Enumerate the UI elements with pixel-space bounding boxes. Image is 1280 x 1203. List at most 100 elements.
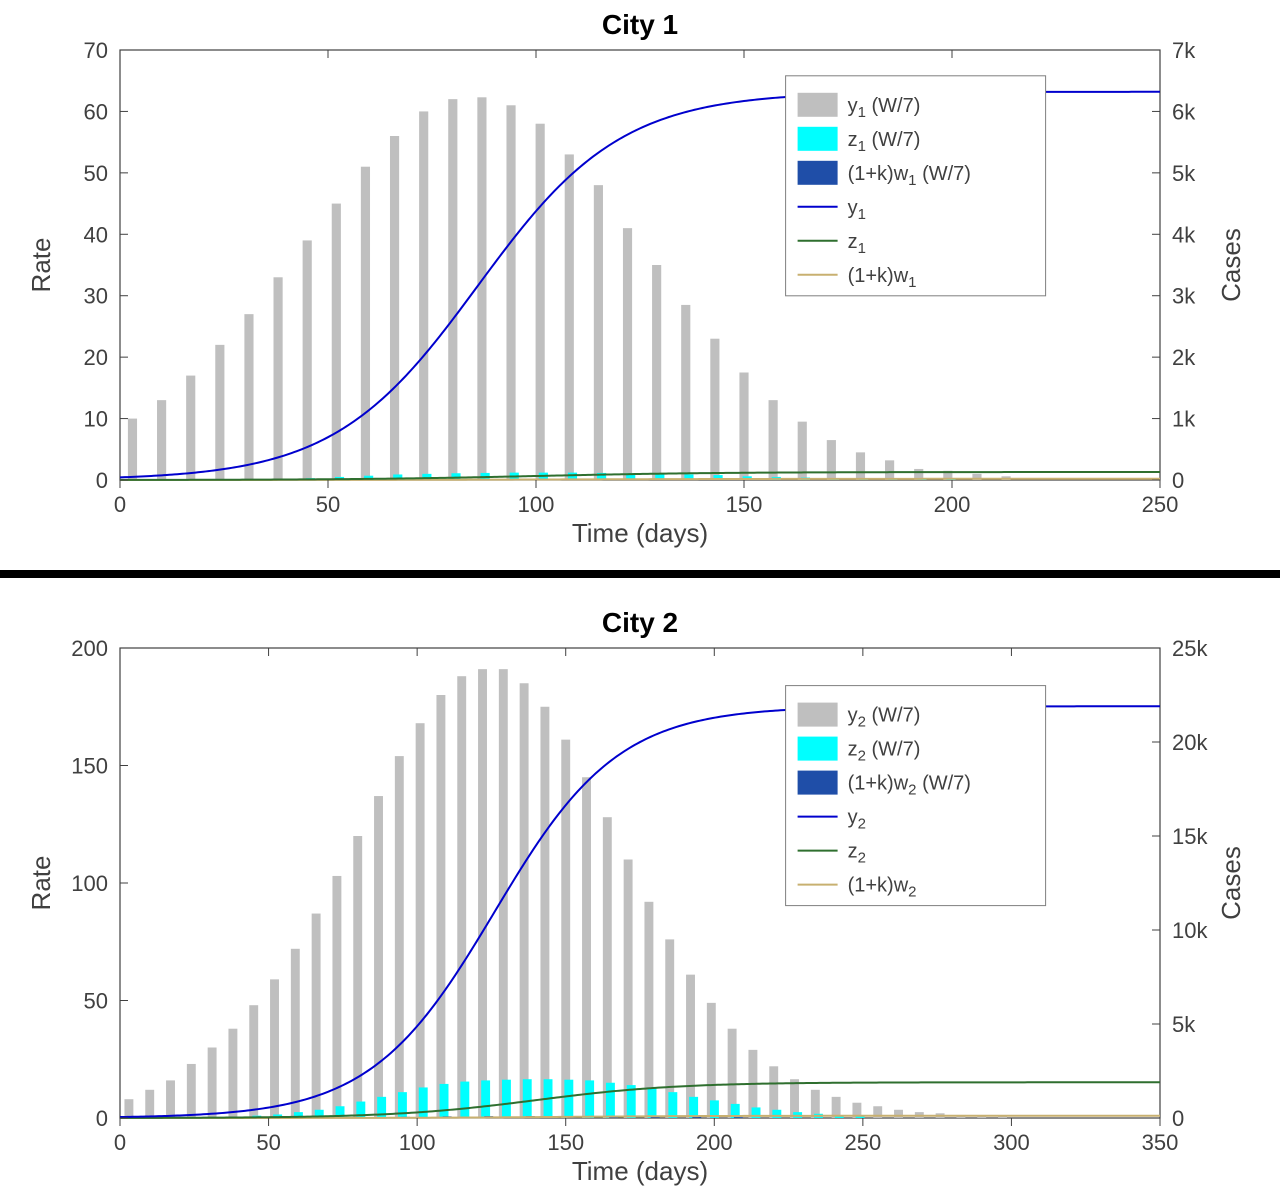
bar — [374, 796, 383, 1118]
bar — [885, 460, 894, 480]
ytick-left-label: 200 — [71, 636, 108, 661]
bar — [274, 277, 283, 480]
bar — [395, 756, 404, 1118]
bar — [624, 860, 633, 1119]
ytick-right-label: 4k — [1172, 222, 1196, 247]
ytick-right-label: 1k — [1172, 407, 1196, 432]
bar — [303, 240, 312, 480]
xtick-label: 50 — [316, 492, 340, 517]
city1-chart-svg: 05010015020025001020304050607001k2k3k4k5… — [0, 0, 1280, 560]
bar — [215, 345, 224, 480]
bar — [332, 876, 341, 1118]
ytick-right-label: 3k — [1172, 284, 1196, 309]
bar — [506, 105, 515, 480]
bar — [739, 373, 748, 481]
legend-swatch — [798, 93, 838, 117]
bar — [157, 400, 166, 480]
bar — [332, 204, 341, 480]
legend-swatch — [798, 771, 838, 795]
xtick-label: 250 — [844, 1130, 881, 1155]
bar — [128, 419, 137, 480]
bar — [419, 111, 428, 480]
bar — [145, 1090, 154, 1118]
ytick-right-label: 0 — [1172, 468, 1184, 493]
legend-swatch — [798, 161, 838, 185]
chart-title: City 1 — [602, 9, 678, 40]
xtick-label: 150 — [726, 492, 763, 517]
ytick-right-label: 10k — [1172, 918, 1208, 943]
ytick-left-label: 50 — [84, 989, 108, 1014]
bar — [565, 154, 574, 480]
bar — [856, 452, 865, 480]
legend: y1 (W/7)z1 (W/7)(1+k)w1 (W/7)y1z1(1+k)w1 — [786, 76, 1046, 296]
bar — [582, 777, 591, 1118]
xtick-label: 200 — [934, 492, 971, 517]
ytick-right-label: 25k — [1172, 636, 1208, 661]
bar — [186, 376, 195, 480]
panel-divider — [0, 570, 1280, 578]
bar — [390, 136, 399, 480]
bar — [710, 339, 719, 480]
legend-label: (1+k)w1 — [848, 265, 917, 291]
bar — [734, 1117, 743, 1118]
bar — [668, 1092, 677, 1118]
ytick-left-label: 60 — [84, 99, 108, 124]
bar — [564, 1080, 573, 1118]
xlabel: Time (days) — [572, 518, 708, 548]
legend-swatch — [798, 737, 838, 761]
xtick-label: 150 — [547, 1130, 584, 1155]
ytick-left-label: 10 — [84, 407, 108, 432]
bar — [419, 1087, 428, 1118]
bar — [270, 979, 279, 1118]
bar — [477, 97, 486, 480]
bar — [520, 683, 529, 1118]
ylabel-left: Rate — [26, 856, 56, 911]
bar — [291, 949, 300, 1118]
bar — [594, 185, 603, 480]
city2-chart-panel: 05010015020025030035005010015020005k10k1… — [0, 598, 1280, 1198]
bar — [228, 1029, 237, 1118]
bar — [478, 669, 487, 1118]
bar — [481, 1080, 490, 1118]
bar — [448, 99, 457, 480]
bar — [536, 124, 545, 480]
legend-swatch — [798, 703, 838, 727]
bar — [187, 1064, 196, 1118]
ytick-right-label: 2k — [1172, 345, 1196, 370]
bar — [244, 314, 253, 480]
xtick-label: 200 — [696, 1130, 733, 1155]
bar — [436, 695, 445, 1118]
xtick-label: 100 — [399, 1130, 436, 1155]
bar — [827, 440, 836, 480]
ytick-right-label: 0 — [1172, 1106, 1184, 1131]
ytick-left-label: 20 — [84, 345, 108, 370]
xtick-label: 100 — [518, 492, 555, 517]
xtick-label: 350 — [1142, 1130, 1179, 1155]
bar — [652, 265, 661, 480]
ytick-right-label: 20k — [1172, 730, 1208, 755]
bar — [686, 975, 695, 1118]
bar — [798, 422, 807, 480]
ytick-left-label: 100 — [71, 871, 108, 896]
ytick-right-label: 5k — [1172, 161, 1196, 186]
ytick-left-label: 0 — [96, 1106, 108, 1131]
bar — [416, 723, 425, 1118]
xlabel: Time (days) — [572, 1156, 708, 1186]
xtick-label: 0 — [114, 1130, 126, 1155]
chart-title: City 2 — [602, 607, 678, 638]
ylabel-right: Cases — [1216, 846, 1246, 920]
city2-chart-svg: 05010015020025030035005010015020005k10k1… — [0, 598, 1280, 1198]
bar — [440, 1084, 449, 1118]
ytick-left-label: 70 — [84, 38, 108, 63]
bar — [502, 1080, 511, 1118]
bar — [769, 400, 778, 480]
bar — [166, 1080, 175, 1118]
bar — [681, 305, 690, 480]
legend-swatch — [798, 127, 838, 151]
ytick-right-label: 7k — [1172, 38, 1196, 63]
xtick-label: 300 — [993, 1130, 1030, 1155]
ylabel-left: Rate — [26, 238, 56, 293]
bar — [208, 1048, 217, 1119]
bar — [561, 740, 570, 1118]
bar — [312, 914, 321, 1118]
